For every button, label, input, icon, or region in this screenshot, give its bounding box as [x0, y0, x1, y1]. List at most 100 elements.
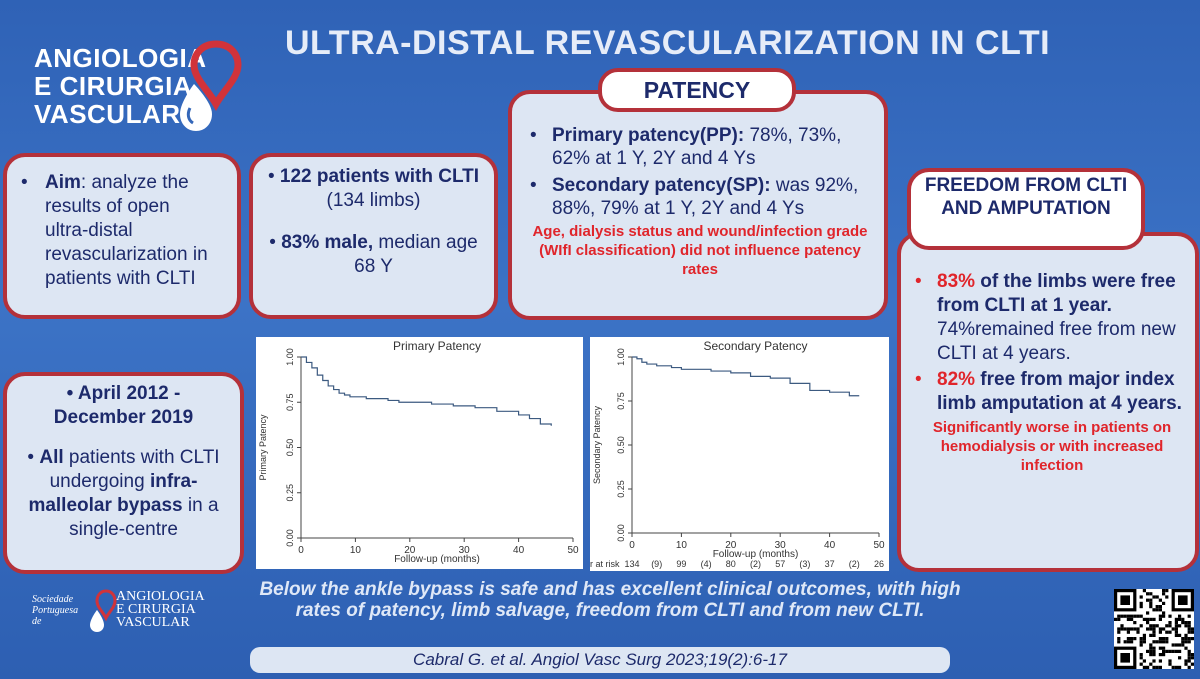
qr-module: [1130, 637, 1134, 641]
bullet: •: [530, 125, 537, 146]
qr-module: [1114, 617, 1118, 621]
qr-module: [1171, 649, 1175, 653]
qr-module: [1146, 598, 1150, 602]
qr-module: [1181, 637, 1185, 641]
qr-module: [1190, 653, 1194, 657]
qr-module: [1165, 649, 1169, 653]
y-tick-label: 0.50: [616, 436, 626, 454]
qr-module: [1152, 649, 1156, 653]
qr-module: [1142, 665, 1146, 669]
qr-module: [1168, 614, 1172, 618]
society-line1: ANGIOLOGIA: [116, 589, 205, 604]
aim-label: Aim: [45, 172, 81, 193]
qr-module: [1146, 649, 1150, 653]
freedom-box: • 83% of the limbs were free from CLTI a…: [897, 232, 1199, 572]
qr-module: [1149, 633, 1153, 637]
qr-module: [1190, 656, 1194, 660]
bullet: •: [530, 175, 537, 196]
conclusion-text: Below the ankle bypass is safe and has e…: [259, 579, 961, 621]
qr-module: [1184, 633, 1188, 637]
period-bypass: infra-malleolar bypass: [28, 471, 198, 516]
qr-module: [1139, 640, 1143, 644]
chart-title: Secondary Patency: [703, 339, 807, 353]
qr-module: [1136, 614, 1140, 618]
aim-text: : analyze the results of open ultra-dist…: [45, 172, 208, 289]
qr-module: [1149, 605, 1153, 609]
qr-module: [1142, 589, 1146, 593]
qr-module: [1149, 643, 1153, 647]
qr-module: [1158, 637, 1162, 641]
qr-module: [1149, 598, 1153, 602]
patency-note: Age, dialysis status and wound/infection…: [532, 223, 868, 278]
qr-module: [1139, 614, 1143, 618]
survival-curve: [632, 356, 860, 397]
qr-module: [1171, 643, 1175, 647]
qr-module: [1184, 621, 1188, 625]
qr-module: [1158, 614, 1162, 618]
qr-module: [1168, 624, 1172, 628]
qr-module: [1158, 608, 1162, 612]
qr-module: [1152, 617, 1156, 621]
qr-module: [1158, 653, 1162, 657]
qr-module: [1120, 614, 1124, 618]
at-risk-value: (2): [750, 559, 761, 569]
patients-box: • 122 patients with CLTI (134 limbs) • 8…: [249, 153, 498, 319]
qr-module: [1152, 627, 1156, 631]
qr-module: [1174, 627, 1178, 631]
qr-module: [1174, 649, 1178, 653]
qr-module: [1146, 592, 1150, 596]
qr-module: [1174, 665, 1178, 669]
qr-module: [1130, 640, 1134, 644]
qr-module: [1139, 595, 1143, 599]
qr-module: [1168, 649, 1172, 653]
qr-module: [1181, 621, 1185, 625]
bullet: •: [21, 172, 28, 193]
qr-module: [1152, 659, 1156, 663]
qr-module: [1117, 637, 1121, 641]
y-tick-label: 0.00: [285, 529, 295, 547]
qr-module: [1162, 614, 1166, 618]
qr-module: [1162, 627, 1166, 631]
x-tick-label: 50: [567, 545, 579, 556]
patency-header: PATENCY: [598, 68, 796, 112]
qr-module: [1165, 637, 1169, 641]
qr-module: [1130, 617, 1134, 621]
at-risk-value: (9): [651, 559, 662, 569]
qr-module: [1187, 614, 1191, 618]
x-tick-label: 10: [676, 540, 688, 551]
qr-module: [1174, 624, 1178, 628]
qr-code-icon: [1114, 589, 1194, 669]
page-title: ULTRA-DISTAL REVASCULARIZATION IN CLTI: [285, 24, 1051, 62]
qr-module: [1187, 630, 1191, 634]
survival-curve: [301, 356, 552, 426]
qr-module: [1142, 637, 1146, 641]
qr-module: [1152, 608, 1156, 612]
logo-line2: E CIRURGIA: [34, 71, 193, 101]
qr-module: [1178, 624, 1182, 628]
qr-module: [1174, 630, 1178, 634]
at-risk-value: 134: [624, 559, 639, 569]
at-risk-value: 26: [874, 559, 884, 569]
qr-module: [1146, 627, 1150, 631]
x-tick-label: 40: [824, 540, 836, 551]
qr-module: [1187, 640, 1191, 644]
x-tick-label: 30: [459, 545, 471, 556]
pp-text: 78%, 73%, 62% at 1 Y, 2Y and 4 Ys: [552, 125, 842, 169]
qr-module: [1152, 646, 1156, 650]
qr-module: [1162, 589, 1166, 593]
qr-module: [1117, 617, 1121, 621]
chart-title: Primary Patency: [393, 339, 481, 353]
qr-module: [1187, 653, 1191, 657]
logo-line1: ANGIOLOGIA: [34, 43, 207, 73]
qr-module: [1142, 659, 1146, 663]
qr-module: [1178, 617, 1182, 621]
qr-module: [1190, 662, 1194, 666]
qr-module: [1126, 640, 1130, 644]
patients-limbs: (134 limbs): [326, 190, 421, 211]
qr-module: [1149, 653, 1153, 657]
qr-module: [1168, 662, 1172, 666]
qr-module: [1155, 608, 1159, 612]
qr-module: [1136, 630, 1140, 634]
qr-module: [1152, 665, 1156, 669]
patency-header-label: PATENCY: [643, 77, 751, 103]
